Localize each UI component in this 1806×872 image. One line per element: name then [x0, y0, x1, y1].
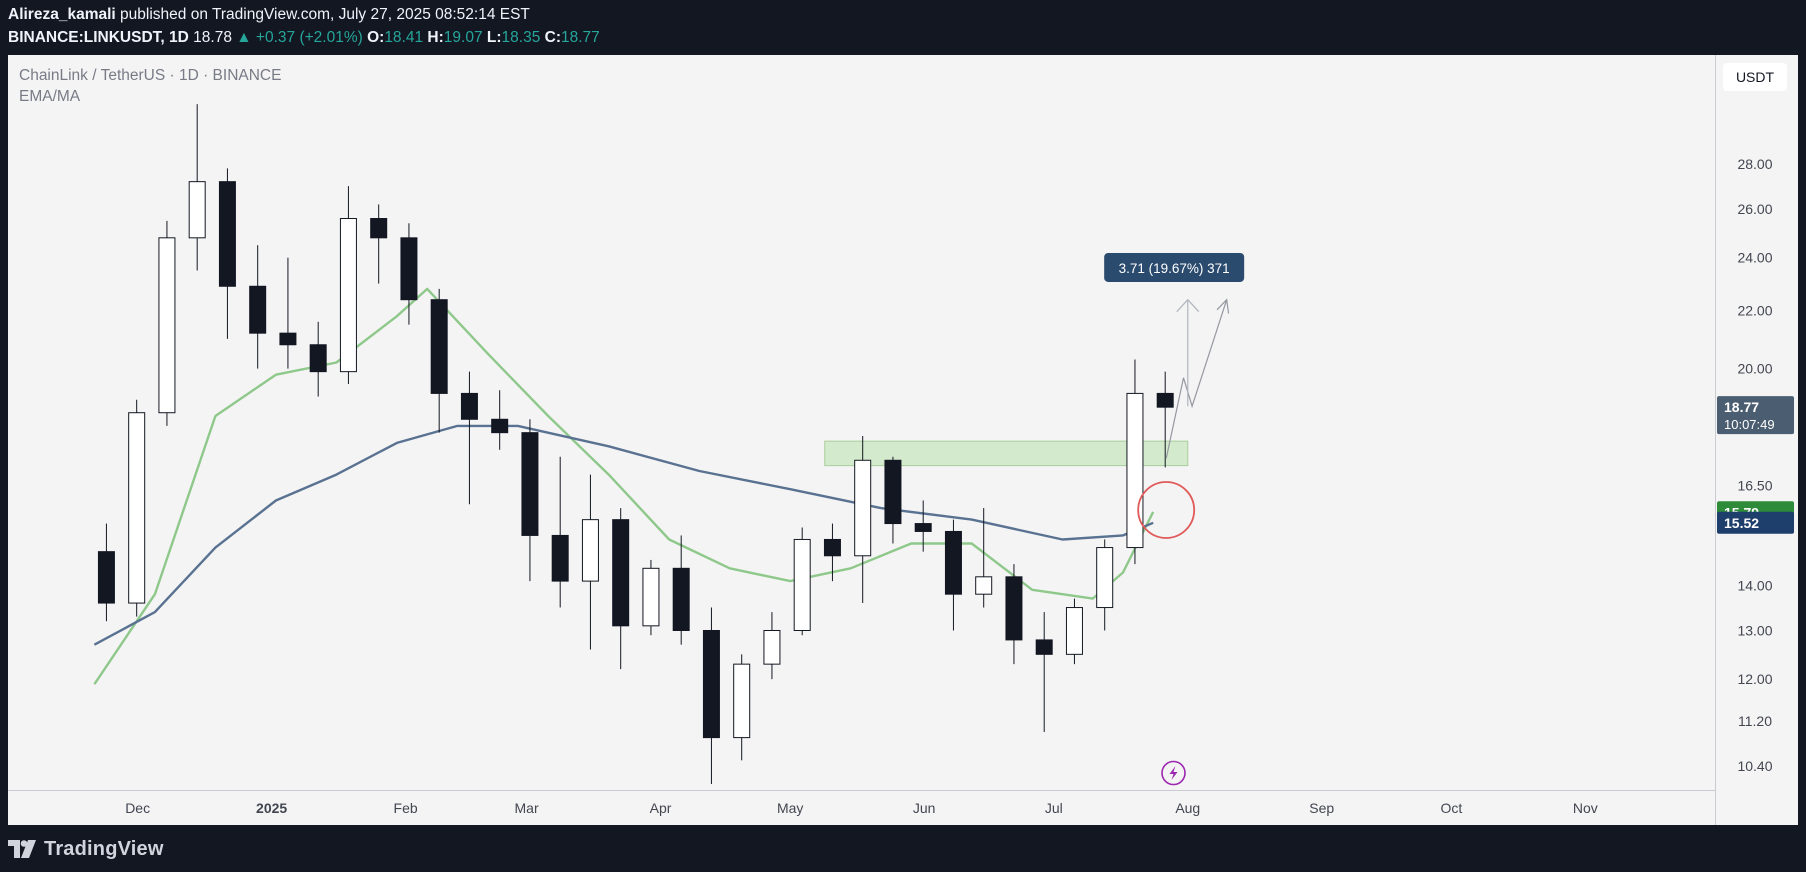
candle-body[interactable] — [672, 567, 690, 631]
crossover-circle[interactable] — [1137, 481, 1196, 539]
y-tick-label: 22.00 — [1737, 303, 1772, 319]
candle-body[interactable] — [642, 567, 660, 627]
publish-line: Alireza_kamali published on TradingView.… — [8, 6, 530, 24]
y-tick-label: 12.00 — [1737, 671, 1772, 687]
ma-line[interactable] — [93, 424, 1154, 646]
lightning-icon[interactable] — [1161, 760, 1186, 786]
candle-body[interactable] — [1126, 392, 1144, 549]
y-tick-label: 11.20 — [1738, 713, 1772, 729]
y-tick-label: 10.40 — [1737, 758, 1772, 774]
x-tick-label: Feb — [394, 800, 418, 816]
symbol-label[interactable]: BINANCE:LINKUSDT, 1D — [8, 29, 189, 46]
candle-body[interactable] — [430, 299, 448, 394]
y-tick-label: 20.00 — [1737, 361, 1772, 377]
price-chart[interactable]: 10.40 11.20 12.00 13.00 14.00 16.50 20.00 22.00… — [8, 55, 1798, 825]
candle-body[interactable] — [914, 523, 932, 532]
candle-body[interactable] — [944, 530, 962, 595]
candle-body[interactable] — [400, 237, 418, 301]
price-label-0[interactable] — [1717, 396, 1794, 435]
candle-body[interactable] — [460, 392, 478, 420]
price-label-countdown: 10:07:49 — [1724, 417, 1775, 432]
candle-body[interactable] — [370, 218, 388, 239]
candle-body[interactable] — [339, 218, 357, 373]
price-change: +0.37 (+2.01%) — [255, 29, 363, 46]
price-label-2[interactable] — [1717, 511, 1794, 534]
open-value: 18.41 — [384, 29, 424, 46]
y-tick-label: 26.00 — [1737, 201, 1772, 217]
x-tick-label: Nov — [1573, 800, 1598, 816]
candle-body[interactable] — [218, 181, 236, 287]
candle-body[interactable] — [793, 538, 811, 631]
chart-area[interactable]: 10.40 11.20 12.00 13.00 14.00 16.50 20.00 22.00… — [8, 55, 1798, 825]
candle-body[interactable] — [823, 538, 841, 557]
candle-body[interactable] — [1035, 639, 1053, 655]
currency-button[interactable]: USDT — [1723, 63, 1787, 91]
author-name[interactable]: Alireza_kamali — [8, 6, 116, 23]
footer-logo[interactable]: TradingView — [8, 836, 164, 862]
y-tick-label: 16.50 — [1737, 478, 1772, 494]
y-tick-label: 28.00 — [1737, 156, 1772, 172]
candle-body[interactable] — [702, 629, 720, 739]
candle-body[interactable] — [309, 344, 327, 373]
candle-body[interactable] — [581, 519, 599, 582]
candle-body[interactable] — [279, 332, 297, 346]
low-label: L: — [486, 29, 502, 46]
x-tick-label: Apr — [650, 800, 672, 816]
high-value: 19.07 — [443, 29, 483, 46]
candle-body[interactable] — [763, 629, 781, 665]
candle-body[interactable] — [975, 576, 993, 595]
candle-body[interactable] — [158, 237, 176, 414]
open-label: O: — [367, 29, 385, 46]
x-tick-label: Dec — [125, 800, 150, 816]
x-tick-label: 2025 — [256, 800, 287, 816]
ohlc-line: BINANCE:LINKUSDT, 1D 18.78 ▲ +0.37 (+2.0… — [8, 29, 600, 47]
candle-body[interactable] — [521, 432, 539, 536]
candle-body[interactable] — [128, 412, 146, 604]
plot-background[interactable] — [8, 55, 1715, 790]
last-price: 18.78 — [193, 29, 232, 46]
y-tick-label: 24.00 — [1737, 250, 1772, 266]
high-label: H: — [427, 29, 444, 46]
candle-body[interactable] — [188, 181, 206, 239]
lightning-bolt — [1169, 766, 1178, 780]
time-axis[interactable] — [8, 790, 1798, 825]
tradingview-logo-icon — [8, 840, 36, 858]
x-tick-label: Sep — [1309, 800, 1334, 816]
chart-legend-title[interactable]: ChainLink / TetherUS · 1D · BINANCE — [19, 67, 282, 84]
y-tick-label: 13.00 — [1737, 622, 1772, 638]
price-label-value: 15.52 — [1724, 515, 1759, 531]
x-tick-label: Aug — [1175, 800, 1200, 816]
x-tick-label: Oct — [1440, 800, 1462, 816]
candle-body[interactable] — [491, 418, 509, 434]
candle-body[interactable] — [551, 534, 569, 582]
candle-body[interactable] — [854, 459, 872, 557]
candle-body[interactable] — [1005, 576, 1023, 641]
candle-body[interactable] — [733, 663, 751, 739]
close-label: C: — [544, 29, 561, 46]
x-tick-label: Jun — [913, 800, 936, 816]
x-tick-label: May — [777, 800, 803, 816]
price-label-value: 18.77 — [1724, 399, 1759, 415]
candle-body[interactable] — [1065, 607, 1083, 655]
target-arrowhead — [1176, 298, 1200, 313]
publish-info: published on TradingView.com, July 27, 2… — [120, 6, 530, 23]
y-tick-label: 14.00 — [1737, 577, 1772, 593]
measure-label-text: 3.71 (19.67%) 371 — [1119, 261, 1230, 276]
x-tick-label: Mar — [515, 800, 539, 816]
up-triangle-icon: ▲ — [236, 29, 252, 46]
low-value: 18.35 — [501, 29, 541, 46]
candle-body[interactable] — [1096, 547, 1114, 609]
candle-body[interactable] — [1156, 392, 1174, 408]
candle-body[interactable] — [884, 459, 902, 525]
footer-brand: TradingView — [44, 837, 164, 860]
candle-body[interactable] — [249, 285, 267, 334]
close-value: 18.77 — [561, 29, 600, 46]
candle-body[interactable] — [97, 551, 115, 604]
projection-arrowhead — [1216, 298, 1230, 314]
measure-label[interactable] — [1104, 252, 1245, 282]
indicator-legend[interactable]: EMA/MA — [19, 88, 81, 105]
candle-body[interactable] — [612, 519, 630, 627]
x-tick-label: Jul — [1045, 800, 1063, 816]
